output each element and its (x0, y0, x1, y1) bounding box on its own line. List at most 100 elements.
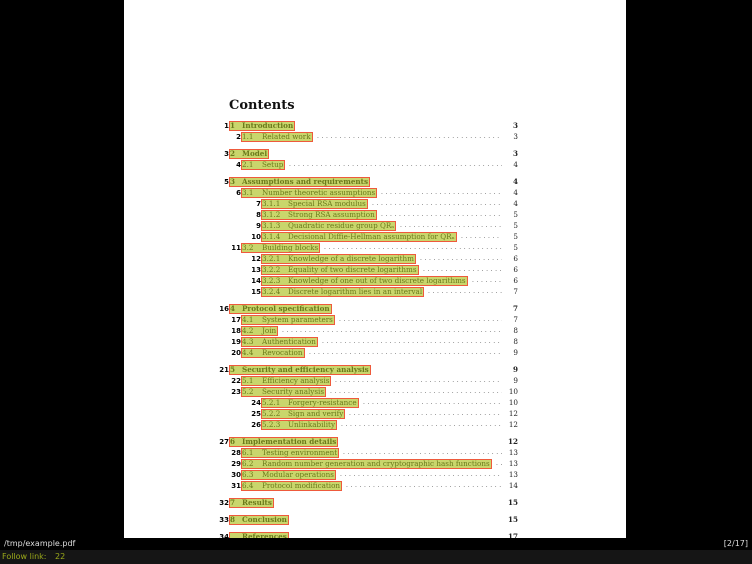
toc-link[interactable]: 33 8 Conclusion (219, 515, 289, 525)
toc-entry: 16 4 Protocol specification 7 (124, 304, 626, 315)
toc-link[interactable]: 27 6 Implementation details (219, 437, 339, 447)
leader-dots: ........................................… (340, 471, 502, 478)
section-title: Conclusion (242, 515, 287, 524)
section-title: Assumptions and requirements (242, 177, 369, 186)
link-hint-label: 3 (224, 150, 229, 158)
toc-link[interactable]: 6 3.1 Number theoretic assumptions (236, 188, 378, 198)
section-title: Results (242, 498, 272, 507)
toc-link[interactable]: 23 5.2 Security analysis (231, 387, 327, 397)
section-title: Security analysis (262, 387, 325, 396)
section-title: Building blocks (262, 243, 319, 252)
toc-link[interactable]: 21 5 Security and efficiency analysis (219, 365, 371, 375)
toc-link[interactable]: 10 3.1.4 Decisional Diffie-Hellman assumpt… (251, 232, 457, 242)
page-number: 9 (513, 348, 518, 357)
toc-link[interactable]: 19 4.3 Authentication (231, 337, 318, 347)
toc-link[interactable]: 4 2.1 Setup (236, 160, 286, 170)
section-title: Knowledge of one out of two discrete log… (288, 276, 466, 285)
toc-entry: 5 3 Assumptions and requirements 4 (124, 177, 626, 188)
toc-link[interactable]: 25 5.2.2 Sign and verify (251, 409, 346, 419)
link-hint-label: 34 (219, 533, 229, 538)
toc-link[interactable]: 2 1.1 Related work (236, 132, 313, 142)
section-title: Protocol modification (262, 481, 341, 490)
section-number: 5.2.3 (262, 420, 281, 429)
toc-link[interactable]: 8 3.1.2 Strong RSA assumption (256, 210, 377, 220)
toc-link[interactable]: 5 3 Assumptions and requirements (224, 177, 371, 187)
page-number: 13 (508, 459, 518, 468)
toc-link[interactable]: 24 5.2.1 Forgery-resistance (251, 398, 359, 408)
section-number: 1.1 (242, 132, 254, 141)
section-title: Implementation details (242, 437, 337, 446)
toc-link[interactable]: 20 4.4 Revocation (231, 348, 305, 358)
toc-link[interactable]: 15 3.2.4 Discrete logarithm lies in an int… (251, 287, 425, 297)
toc-link[interactable]: 34 References (219, 532, 289, 538)
toc-link[interactable]: 18 4.2 Join (231, 326, 279, 336)
section-title: Join (262, 326, 277, 335)
section-number: 3.1.2 (262, 210, 281, 219)
section-title: Authentication (262, 337, 316, 346)
link-hint-label: 31 (231, 482, 241, 490)
page-number: 7 (513, 315, 518, 324)
link-hint-label: 14 (251, 277, 261, 285)
toc-link[interactable]: 32 7 Results (219, 498, 274, 508)
toc-link[interactable]: 17 4.1 System parameters (231, 315, 335, 325)
section-number: 5.2.2 (262, 409, 281, 418)
section-title: Discrete logarithm lies in an interval (288, 287, 423, 296)
leader-dots: ........................................… (461, 233, 502, 240)
toc-entry: 30 6.3 Modular operations 13...............… (124, 470, 626, 481)
toc-link[interactable]: 7 3.1.1 Special RSA modulus (256, 199, 368, 209)
section-number: 5.1 (242, 376, 254, 385)
section-title: Forgery-resistance (288, 398, 357, 407)
section-number: 3.1.4 (262, 232, 281, 241)
leader-dots: ........................................… (346, 482, 502, 489)
toc-link[interactable]: 9 3.1.3 Quadratic residue group QRₙ (256, 221, 397, 231)
toc-entry: 27 6 Implementation details 12 (124, 437, 626, 448)
leader-dots: ........................................… (330, 388, 502, 395)
toc-link[interactable]: 30 6.3 Modular operations (231, 470, 336, 480)
link-hint-label: 15 (251, 288, 261, 296)
leader-dots: ........................................… (341, 421, 502, 428)
toc-link[interactable]: 3 2 Model (224, 149, 270, 159)
toc-link[interactable]: 29 6.2 Random number generation and crypto… (231, 459, 492, 469)
toc-entry: 10 3.1.4 Decisional Diffie-Hellman assumpt… (124, 232, 626, 243)
section-title: Model (242, 149, 268, 158)
inputbar-value[interactable]: 22 (55, 552, 66, 561)
link-hint-label: 19 (231, 338, 241, 346)
link-hint-label: 33 (219, 516, 229, 524)
page-number: 13 (508, 470, 518, 479)
section-number: 6.4 (242, 481, 254, 490)
toc-link[interactable]: 28 6.1 Testing environment (231, 448, 340, 458)
toc-link[interactable]: 26 5.2.3 Unlinkability (251, 420, 337, 430)
link-hint-label: 7 (256, 200, 261, 208)
toc-entry: 2 1.1 Related work 3.......................… (124, 132, 626, 143)
toc-entry: 17 4.1 System parameters 7.................… (124, 315, 626, 326)
page-number: 12 (508, 409, 518, 418)
section-number: 3.2.2 (262, 265, 281, 274)
section-number: 5.2.1 (262, 398, 281, 407)
leader-dots: ........................................… (309, 349, 502, 356)
link-hint-label: 30 (231, 471, 241, 479)
inputbar-prompt: Follow link: (2, 552, 47, 561)
inputbar[interactable]: Follow link: 22 (0, 550, 752, 564)
toc-link[interactable]: 22 5.1 Efficiency analysis (231, 376, 332, 386)
section-title: Testing environment (262, 448, 338, 457)
link-hint-label: 24 (251, 399, 261, 407)
section-number: 6 (230, 437, 236, 446)
toc-link[interactable]: 1 1 Introduction (224, 121, 296, 131)
section-title: Modular operations (262, 470, 334, 479)
leader-dots: ........................................… (282, 327, 502, 334)
toc-link[interactable]: 31 6.4 Protocol modification (231, 481, 343, 491)
page-number: 5 (513, 232, 518, 241)
section-title: Knowledge of a discrete logarithm (288, 254, 414, 263)
toc-link[interactable]: 16 4 Protocol specification (219, 304, 332, 314)
leader-dots: ........................................… (381, 189, 502, 196)
leader-dots: ........................................… (289, 161, 502, 168)
page-number: 15 (507, 515, 518, 524)
toc-link[interactable]: 11 3.2 Building blocks (231, 243, 321, 253)
toc-entry: 3 2 Model 3 (124, 149, 626, 160)
toc-link[interactable]: 13 3.2.2 Equality of two discrete logarith… (251, 265, 419, 275)
toc-link[interactable]: 14 3.2.3 Knowledge of one out of two discr… (251, 276, 468, 286)
toc-link[interactable]: 12 3.2.1 Knowledge of a discrete logarithm (251, 254, 416, 264)
link-hint-label: 20 (231, 349, 241, 357)
link-hint-label: 22 (231, 377, 241, 385)
section-title: Introduction (242, 121, 294, 130)
